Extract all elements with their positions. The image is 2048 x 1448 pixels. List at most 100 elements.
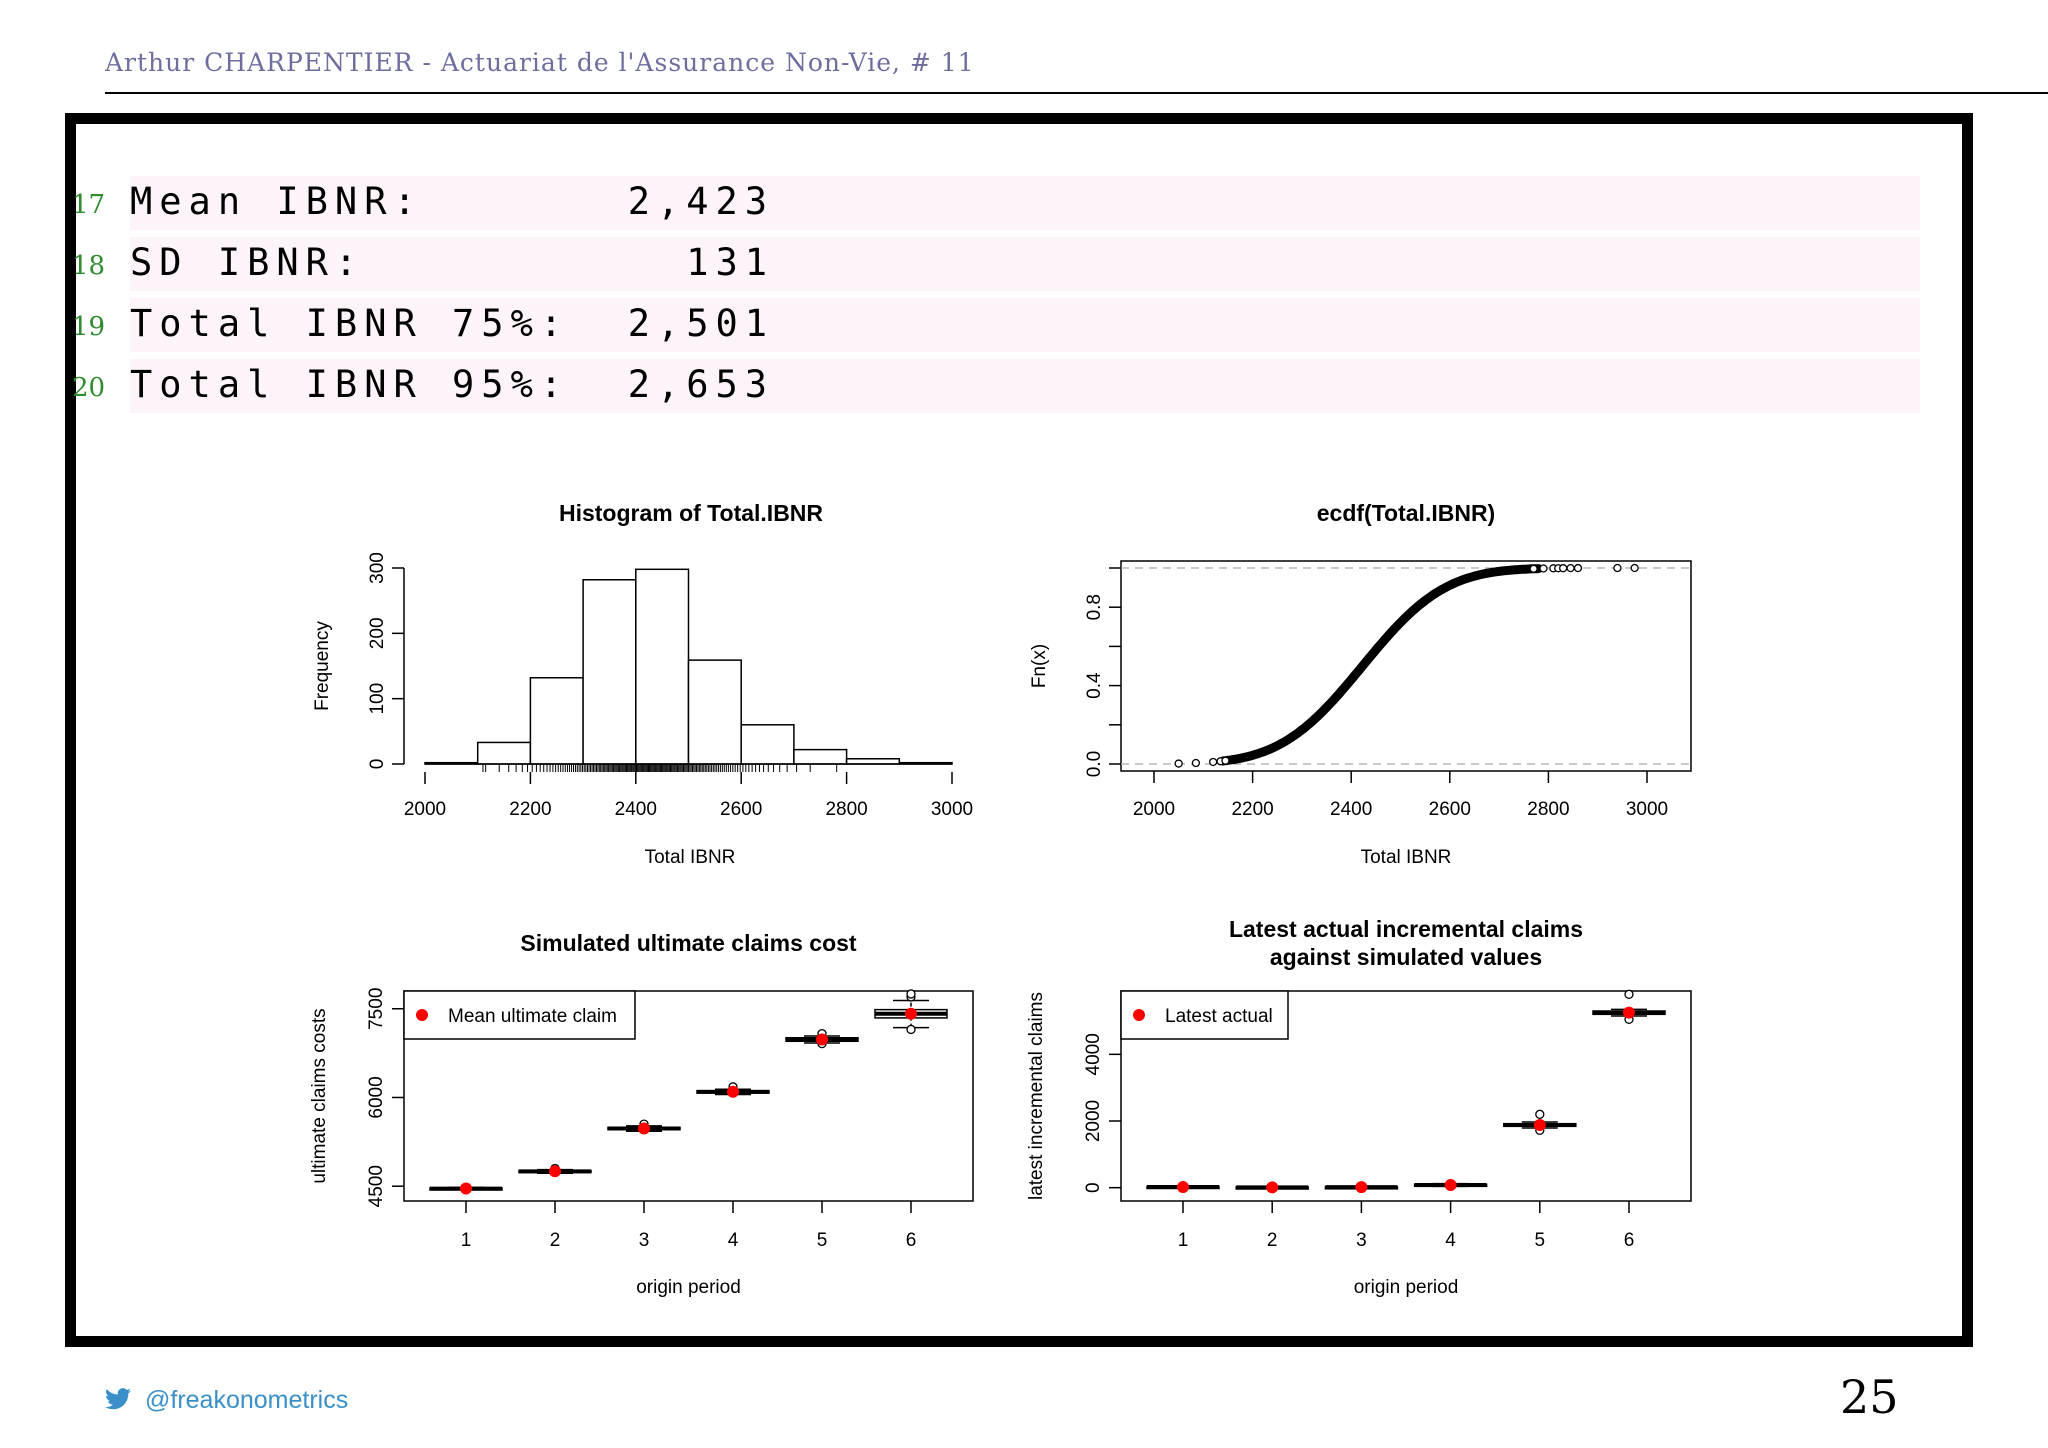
x-tick-label: 3 bbox=[639, 1230, 650, 1251]
line-number: 18 bbox=[72, 251, 106, 281]
ecdf-point bbox=[1559, 564, 1568, 573]
ecdf-point bbox=[1209, 757, 1218, 767]
mean-point bbox=[1355, 1181, 1368, 1194]
x-tick-label: 2600 bbox=[720, 799, 762, 820]
line-number: 19 bbox=[72, 312, 106, 342]
x-tick-label: 3000 bbox=[931, 799, 973, 820]
code-row bbox=[130, 359, 1920, 413]
x-tick-label: 2800 bbox=[1527, 799, 1569, 820]
y-tick-label: 0.8 bbox=[1084, 594, 1105, 620]
legend-box bbox=[1120, 990, 1289, 1040]
ecdf-point bbox=[1529, 564, 1538, 573]
y-tick-label: 0.4 bbox=[1084, 672, 1105, 699]
x-tick-label: 6 bbox=[906, 1230, 917, 1251]
line-number: 20 bbox=[72, 373, 106, 403]
ecdf-point bbox=[1191, 758, 1201, 768]
ecdf-curve bbox=[1218, 564, 1543, 766]
page-number: 25 bbox=[1840, 1370, 1899, 1424]
x-axis-label: origin period bbox=[1354, 1277, 1459, 1298]
box-outlier bbox=[906, 989, 916, 999]
ecdf-point bbox=[1613, 563, 1622, 573]
box-outlier bbox=[1624, 989, 1634, 999]
y-tick-label: 0 bbox=[367, 759, 388, 770]
y-tick-label: 0.0 bbox=[1084, 751, 1105, 777]
ecdf-point bbox=[1566, 563, 1575, 573]
plot-box bbox=[1120, 990, 1692, 1202]
x-tick-label: 2000 bbox=[1133, 799, 1175, 820]
x-tick-label: 2600 bbox=[1429, 799, 1471, 820]
histogram-bar bbox=[476, 741, 532, 765]
ecdf-point bbox=[1539, 564, 1548, 573]
mean-point bbox=[1533, 1119, 1546, 1131]
mean-point bbox=[1266, 1181, 1279, 1194]
chart-title: Latest actual incremental claims bbox=[1229, 916, 1583, 942]
x-axis-label: Total IBNR bbox=[1361, 847, 1452, 868]
mean-point bbox=[1177, 1181, 1189, 1193]
y-axis-label: ultimate claims costs bbox=[309, 1008, 330, 1183]
ecdf-point bbox=[1221, 756, 1230, 765]
x-tick-label: 5 bbox=[817, 1230, 828, 1251]
ecdf-point bbox=[1174, 759, 1183, 768]
mean-point bbox=[816, 1033, 828, 1046]
mean-point bbox=[1444, 1179, 1457, 1191]
x-tick-label: 1 bbox=[1178, 1230, 1189, 1251]
x-tick-label: 2800 bbox=[825, 799, 867, 820]
mean-point bbox=[549, 1165, 561, 1178]
code-line: Mean IBNR: 2,423 bbox=[130, 180, 775, 223]
histogram-bar bbox=[740, 724, 795, 765]
x-tick-label: 2200 bbox=[509, 799, 551, 820]
x-tick-label: 3 bbox=[1356, 1230, 1367, 1251]
x-tick-label: 3000 bbox=[1626, 799, 1668, 820]
mean-point bbox=[1623, 1006, 1635, 1019]
histogram-bar bbox=[793, 748, 848, 765]
legend-label: Latest actual bbox=[1165, 1006, 1273, 1027]
legend-marker bbox=[1133, 1009, 1145, 1021]
content-frame bbox=[65, 113, 1973, 1347]
x-tick-label: 2 bbox=[550, 1230, 561, 1251]
ecdf-point bbox=[1573, 563, 1583, 573]
x-tick-label: 4 bbox=[1445, 1230, 1456, 1251]
code-row bbox=[130, 176, 1920, 230]
ecdf-point bbox=[1630, 563, 1639, 573]
histogram-bar bbox=[529, 677, 584, 765]
code-line: SD IBNR: 131 bbox=[130, 241, 775, 284]
box-outlier bbox=[1535, 1109, 1545, 1119]
x-tick-label: 4 bbox=[728, 1230, 739, 1251]
y-axis-label: Frequency bbox=[312, 621, 333, 711]
x-tick-label: 2400 bbox=[1330, 799, 1372, 820]
chart-title: Histogram of Total.IBNR bbox=[559, 500, 823, 526]
mean-point bbox=[905, 1007, 917, 1020]
y-axis-label: Fn(x) bbox=[1029, 644, 1050, 688]
twitter-handle[interactable]: @freakonometrics bbox=[145, 1386, 349, 1414]
y-tick-label: 2000 bbox=[1083, 1100, 1104, 1142]
x-axis-label: origin period bbox=[636, 1277, 741, 1298]
plot-box bbox=[1120, 560, 1692, 772]
histogram-bar bbox=[635, 568, 690, 765]
chart-title: against simulated values bbox=[1270, 944, 1542, 970]
legend-box bbox=[403, 990, 636, 1040]
mean-point bbox=[727, 1085, 739, 1098]
x-tick-label: 2400 bbox=[615, 799, 657, 820]
y-tick-label: 300 bbox=[367, 552, 388, 584]
mean-point bbox=[638, 1122, 650, 1135]
y-tick-label: 0 bbox=[1083, 1182, 1104, 1193]
x-tick-label: 2200 bbox=[1231, 799, 1273, 820]
y-tick-label: 4500 bbox=[366, 1165, 387, 1207]
y-tick-label: 100 bbox=[367, 683, 388, 715]
y-axis-label: latest incremental claims bbox=[1026, 992, 1047, 1200]
box-outlier bbox=[906, 1024, 916, 1035]
twitter-bird-icon bbox=[105, 1388, 131, 1410]
x-tick-label: 1 bbox=[461, 1230, 472, 1251]
histogram-bar bbox=[845, 758, 901, 765]
y-tick-label: 7500 bbox=[366, 988, 387, 1030]
x-tick-label: 6 bbox=[1624, 1230, 1635, 1251]
code-line: Total IBNR 75%: 2,501 bbox=[130, 302, 775, 345]
y-tick-label: 6000 bbox=[366, 1076, 387, 1118]
histogram-bar bbox=[687, 659, 742, 765]
code-line: Total IBNR 95%: 2,653 bbox=[130, 363, 775, 406]
y-tick-label: 200 bbox=[367, 617, 388, 649]
x-axis-label: Total IBNR bbox=[645, 847, 736, 868]
chart-title: Simulated ultimate claims cost bbox=[520, 930, 857, 956]
mean-point bbox=[460, 1182, 472, 1195]
